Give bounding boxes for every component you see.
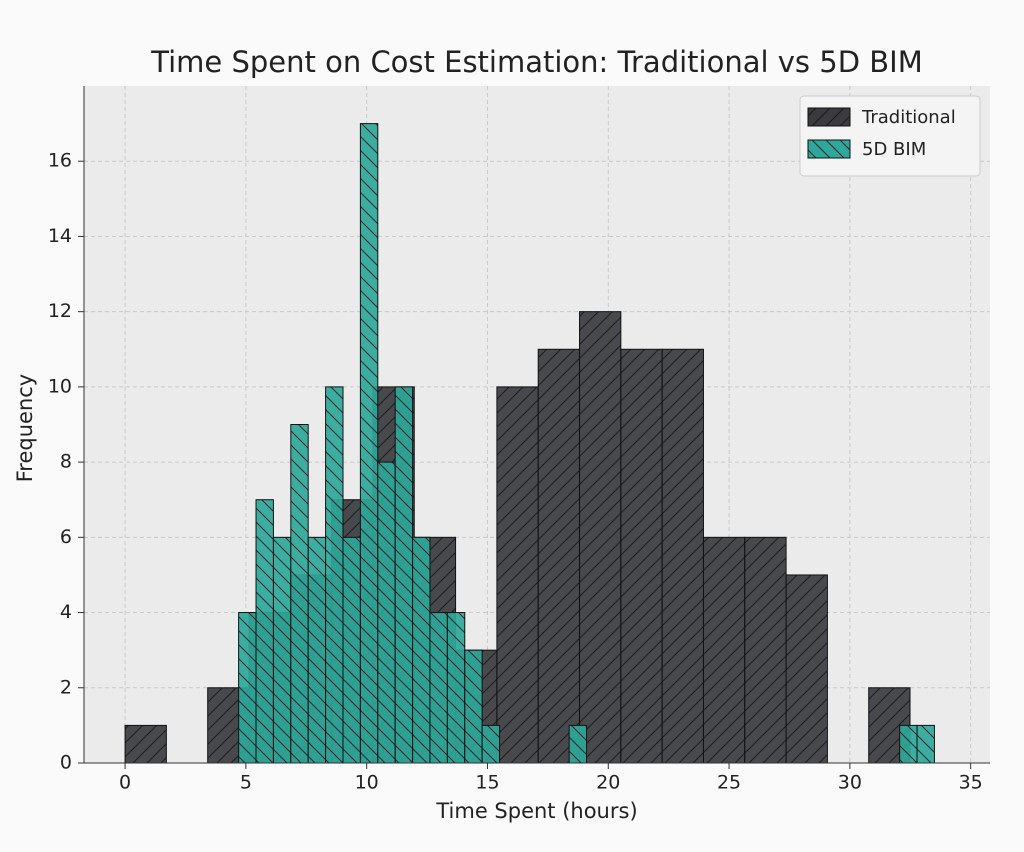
bar-hatch	[412, 537, 430, 763]
y-tick-label: 4	[60, 601, 72, 623]
x-tick-label: 10	[355, 772, 379, 794]
bar-hatch	[786, 574, 828, 763]
legend-label: 5D BIM	[862, 139, 926, 160]
y-axis-label: Frequency	[13, 374, 37, 483]
bar-hatch	[395, 386, 413, 763]
x-tick-label: 0	[119, 772, 131, 794]
bar-hatch	[464, 650, 483, 763]
bar-hatch	[482, 725, 500, 763]
bar-hatch	[290, 424, 309, 763]
bar-hatch	[579, 311, 621, 763]
bar-hatch	[620, 349, 663, 763]
bar-hatch	[273, 537, 291, 763]
x-tick-label: 25	[717, 772, 741, 794]
bar-hatch	[360, 123, 378, 764]
x-tick-label: 30	[838, 772, 862, 794]
y-tick-label: 2	[60, 676, 72, 698]
x-tick-label: 20	[596, 772, 620, 794]
bar-hatch	[125, 725, 167, 763]
y-tick-label: 8	[60, 451, 72, 473]
bar-hatch	[569, 725, 587, 763]
bar-hatch	[917, 725, 935, 763]
bar-hatch	[538, 349, 580, 763]
y-tick-label: 0	[60, 752, 72, 774]
bar-hatch	[342, 537, 361, 763]
legend-swatch-hatch	[808, 140, 850, 158]
bar-hatch	[429, 612, 448, 763]
y-tick-label: 16	[48, 150, 72, 172]
bar-hatch	[899, 725, 918, 763]
y-tick-label: 12	[48, 300, 72, 322]
bar-hatch	[377, 462, 396, 763]
y-tick-label: 10	[48, 375, 72, 397]
x-tick-label: 35	[959, 772, 983, 794]
bar-hatch	[447, 612, 465, 763]
bar-hatch	[662, 349, 704, 763]
bar-hatch	[703, 537, 745, 763]
bar-hatch	[325, 386, 343, 763]
chart-title: Time Spent on Cost Estimation: Tradition…	[150, 45, 922, 79]
bar-hatch	[744, 537, 787, 763]
bar-hatch	[308, 537, 326, 763]
x-tick-label: 15	[475, 772, 499, 794]
bar-hatch	[256, 499, 274, 763]
legend-swatch-hatch	[808, 108, 850, 126]
legend-label: Traditional	[861, 107, 956, 128]
bar-hatch	[496, 386, 539, 763]
x-tick-label: 5	[240, 772, 252, 794]
x-axis-label: Time Spent (hours)	[435, 799, 637, 823]
y-tick-label: 6	[60, 526, 72, 548]
y-tick-label: 14	[48, 225, 72, 247]
bar-hatch	[238, 612, 257, 763]
